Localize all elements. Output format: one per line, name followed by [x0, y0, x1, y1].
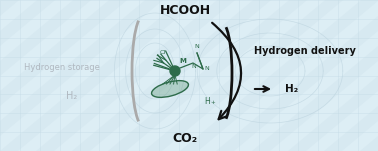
Polygon shape [0, 0, 91, 151]
Text: N: N [195, 45, 199, 50]
Polygon shape [0, 0, 127, 151]
Polygon shape [144, 0, 343, 151]
Text: H₂: H₂ [67, 91, 77, 101]
Text: Hydrogen storage: Hydrogen storage [24, 64, 100, 72]
Polygon shape [180, 0, 378, 151]
Polygon shape [72, 0, 271, 151]
Text: M: M [180, 58, 186, 64]
Text: Hydrogen delivery: Hydrogen delivery [254, 46, 356, 56]
Polygon shape [324, 0, 378, 151]
Text: N: N [204, 66, 209, 72]
Polygon shape [0, 0, 55, 151]
Text: H₂: H₂ [285, 84, 298, 94]
Ellipse shape [152, 81, 189, 97]
Circle shape [170, 66, 180, 76]
FancyArrowPatch shape [255, 86, 269, 92]
FancyArrowPatch shape [212, 23, 241, 119]
Polygon shape [216, 0, 378, 151]
Polygon shape [36, 0, 235, 151]
Polygon shape [108, 0, 307, 151]
Polygon shape [0, 0, 163, 151]
Text: CO₂: CO₂ [172, 132, 198, 146]
Polygon shape [288, 0, 378, 151]
Text: H: H [204, 96, 210, 106]
Polygon shape [0, 0, 19, 151]
Text: HCOOH: HCOOH [160, 5, 211, 18]
Polygon shape [252, 0, 378, 151]
Polygon shape [360, 0, 378, 151]
Text: +: + [211, 101, 215, 106]
Polygon shape [0, 0, 199, 151]
Text: Cl: Cl [160, 50, 166, 56]
Text: N: N [192, 64, 197, 69]
